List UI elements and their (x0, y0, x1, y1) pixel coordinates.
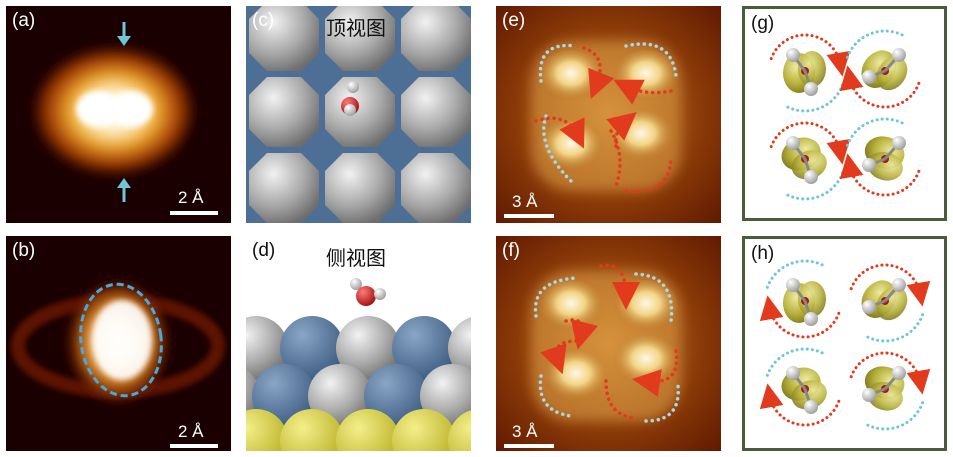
substrate-atom-yellow (448, 410, 471, 451)
up-arrow-icon (117, 178, 131, 202)
panel-label-d: (d) (252, 240, 276, 261)
dashed-outline (79, 282, 163, 398)
rotation-arrow-red (769, 121, 851, 165)
substrate-atom-top (325, 77, 395, 147)
scale-bar-a (170, 211, 218, 215)
rotation-arc-blue (783, 83, 845, 113)
down-arrow-icon (117, 22, 131, 46)
rotation-arc-blue (765, 259, 827, 289)
rotation-arrow-red (839, 153, 921, 197)
rotation-arrow-red (849, 351, 931, 395)
rotation-arrow-red (839, 65, 921, 109)
water-molecule-model (839, 29, 921, 109)
substrate-atom-side (448, 317, 471, 379)
substrate-atom-top (249, 6, 319, 71)
substrate-atom-top (401, 153, 471, 223)
substrate-atom-side (280, 316, 344, 380)
scale-bar-label-e: 3 Å (512, 192, 538, 211)
tetramer-model-h (759, 259, 931, 431)
scale-bar-label-a: 2 Å (178, 188, 204, 207)
panel-label-f: (f) (502, 240, 520, 261)
rotation-arc-blue (765, 347, 827, 377)
scale-bar-label-b: 2 Å (178, 422, 204, 441)
panel-c-top-view: (c) 顶视图 (246, 6, 471, 223)
substrate-atom-side (392, 316, 456, 380)
side-view-title: 侧视图 (326, 246, 386, 270)
panel-label-a: (a) (12, 10, 36, 31)
rotation-arrow-red (759, 383, 841, 427)
stm-image-f (496, 236, 721, 451)
water-molecule-model (769, 121, 851, 201)
scale-bar-f (504, 444, 554, 448)
rotation-arrow-red (849, 263, 931, 307)
side-view-lattice (246, 236, 471, 451)
scale-bar-b (170, 444, 218, 448)
rotation-arc-blue (863, 401, 925, 431)
water-molecule (341, 81, 359, 116)
rotation-arrow-red (769, 33, 851, 77)
panel-d-side-view: (d) 侧视图 (246, 236, 471, 451)
substrate-atom-side (246, 316, 288, 380)
panel-a-stm-image: (a) 2 Å (6, 6, 231, 223)
scale-bar-label-f: 3 Å (512, 422, 538, 441)
top-view-title: 顶视图 (326, 16, 386, 40)
water-molecule-model (759, 259, 841, 339)
water-molecule-side (350, 278, 386, 306)
substrate-atom-top (401, 77, 471, 147)
stm-image-e (496, 6, 721, 223)
panel-e-stm-tetramer: (e) 3 Å (496, 6, 721, 223)
rotation-arc-blue (845, 117, 907, 147)
panel-label-c: (c) (252, 10, 275, 31)
substrate-atom-top (401, 6, 471, 71)
stm-image-b (6, 236, 231, 451)
panel-label-b: (b) (12, 240, 36, 261)
tetramer-model-g (769, 29, 921, 201)
rotation-arrow-red (759, 295, 841, 339)
substrate-atom-yellow (392, 409, 456, 451)
panel-g-model: (g) (742, 6, 947, 221)
panel-label-g: (g) (751, 13, 775, 34)
water-molecule-model (849, 351, 931, 431)
stm-image-a (6, 6, 231, 223)
substrate-atom-top (249, 153, 319, 223)
scale-bar-e (504, 214, 554, 218)
substrate-atom-top (325, 6, 395, 71)
panel-label-e: (e) (502, 10, 526, 31)
panel-b-stm-image: (b) 2 Å (6, 236, 231, 451)
water-molecule-model (769, 33, 851, 113)
substrate-atom-side (336, 316, 400, 380)
top-view-lattice (246, 6, 471, 223)
rotation-arc-blue (863, 313, 925, 343)
rotation-arc-blue (783, 171, 845, 201)
substrate-atom-top (249, 77, 319, 147)
panel-f-stm-tetramer: (f) 3 Å (496, 236, 721, 451)
panel-label-h: (h) (751, 243, 775, 264)
panel-h-model: (h) (742, 236, 947, 451)
water-molecule-model (759, 347, 841, 427)
water-molecule-model (839, 117, 921, 197)
substrate-atom-yellow (280, 409, 344, 451)
water-molecule-model (849, 263, 931, 343)
rotation-arc-blue (845, 29, 907, 59)
substrate-atom-yellow (246, 409, 288, 451)
substrate-atom-yellow (336, 409, 400, 451)
substrate-atom-top (325, 153, 395, 223)
